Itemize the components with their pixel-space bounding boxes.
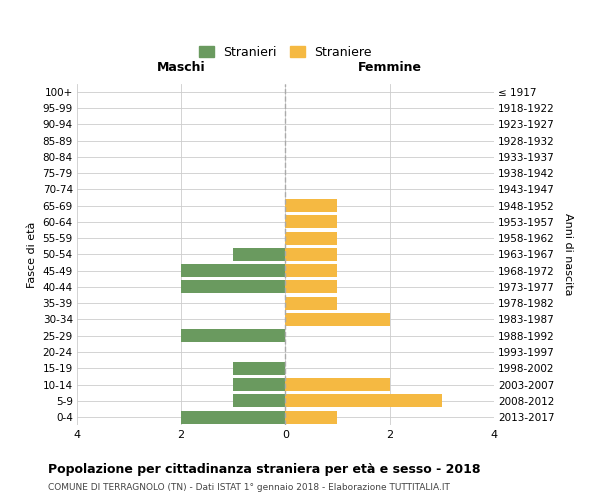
- Bar: [286, 216, 337, 228]
- Legend: Stranieri, Straniere: Stranieri, Straniere: [199, 46, 372, 59]
- Text: Popolazione per cittadinanza straniera per età e sesso - 2018: Popolazione per cittadinanza straniera p…: [48, 462, 481, 475]
- Text: COMUNE DI TERRAGNOLO (TN) - Dati ISTAT 1° gennaio 2018 - Elaborazione TUTTITALIA: COMUNE DI TERRAGNOLO (TN) - Dati ISTAT 1…: [48, 482, 450, 492]
- Text: Femmine: Femmine: [358, 60, 422, 74]
- Bar: [286, 394, 442, 407]
- Bar: [181, 264, 286, 277]
- Bar: [181, 280, 286, 293]
- Text: Maschi: Maschi: [157, 60, 205, 74]
- Bar: [233, 362, 286, 375]
- Bar: [286, 313, 389, 326]
- Bar: [181, 410, 286, 424]
- Bar: [286, 232, 337, 244]
- Bar: [181, 329, 286, 342]
- Bar: [233, 248, 286, 261]
- Bar: [286, 296, 337, 310]
- Bar: [286, 280, 337, 293]
- Bar: [286, 199, 337, 212]
- Bar: [233, 394, 286, 407]
- Y-axis label: Fasce di età: Fasce di età: [27, 222, 37, 288]
- Y-axis label: Anni di nascita: Anni di nascita: [563, 213, 573, 296]
- Bar: [286, 264, 337, 277]
- Bar: [286, 378, 389, 391]
- Bar: [286, 410, 337, 424]
- Bar: [286, 248, 337, 261]
- Bar: [233, 378, 286, 391]
